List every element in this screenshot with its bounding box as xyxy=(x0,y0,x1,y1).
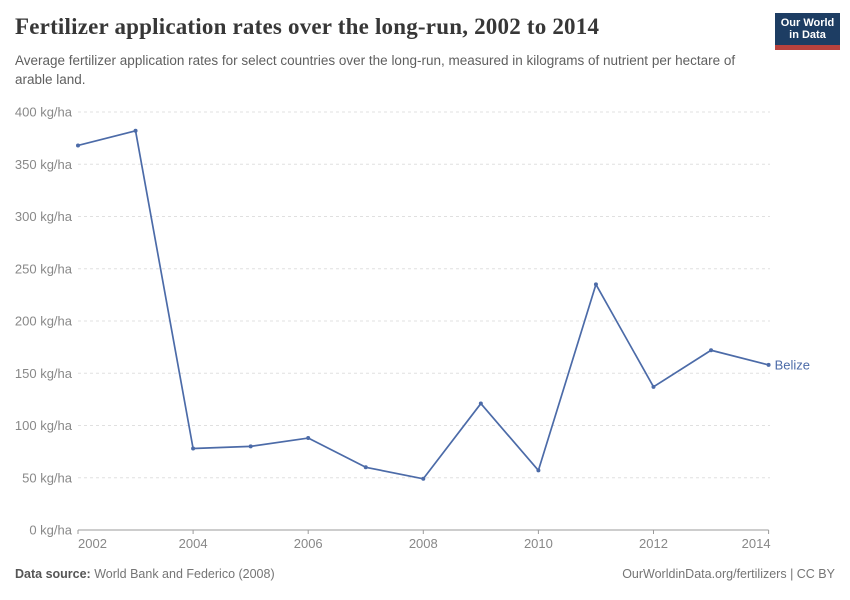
chart-subtitle: Average fertilizer application rates for… xyxy=(15,53,736,87)
x-tick-label: 2006 xyxy=(294,536,323,551)
data-line xyxy=(77,129,770,480)
x-tick-label: 2004 xyxy=(179,536,208,551)
x-tick-label: 2012 xyxy=(639,536,668,551)
data-point[interactable] xyxy=(709,348,714,353)
data-point[interactable] xyxy=(306,436,311,441)
y-tick-label: 150 kg/ha xyxy=(15,366,73,381)
data-point[interactable] xyxy=(421,476,426,481)
data-source-text: World Bank and Federico (2008) xyxy=(90,567,275,581)
x-tick-label: 2008 xyxy=(409,536,438,551)
logo-text-line1: Our World xyxy=(780,17,835,29)
x-tick-label: 2010 xyxy=(524,536,553,551)
data-source: Data source: World Bank and Federico (20… xyxy=(15,567,275,581)
y-tick-label: 50 kg/ha xyxy=(22,470,73,485)
y-tick-label: 250 kg/ha xyxy=(15,261,73,276)
line-chart[interactable]: 0 kg/ha 50 kg/ha 100 kg/ha 150 kg/ha 200 kg/… xyxy=(0,100,850,560)
data-point[interactable] xyxy=(593,282,598,287)
logo-text-line2: in Data xyxy=(789,29,826,41)
data-point[interactable] xyxy=(191,446,196,451)
data-point[interactable] xyxy=(133,128,138,133)
x-tick-label: 2002 xyxy=(78,536,107,551)
credit-link[interactable]: OurWorldinData.org/fertilizers | CC BY xyxy=(622,567,835,581)
data-point[interactable] xyxy=(536,468,541,473)
data-point[interactable] xyxy=(248,444,253,449)
y-tick-label: 300 kg/ha xyxy=(15,209,73,224)
y-tick-label: 400 kg/ha xyxy=(15,105,73,120)
y-tick-label: 350 kg/ha xyxy=(15,157,73,172)
data-point[interactable] xyxy=(478,401,483,406)
y-tick-label: 100 kg/ha xyxy=(15,418,73,433)
chart-footer: Data source: World Bank and Federico (20… xyxy=(15,567,835,581)
entity-label[interactable]: Belize xyxy=(775,357,810,372)
chart-title: Fertilizer application rates over the lo… xyxy=(15,14,600,39)
data-point[interactable] xyxy=(76,143,80,148)
y-tick-label: 200 kg/ha xyxy=(15,314,73,329)
data-point[interactable] xyxy=(363,465,368,470)
x-tick-label: 2014 xyxy=(742,536,771,551)
data-point[interactable] xyxy=(766,362,771,367)
owid-logo[interactable]: Our World in Data xyxy=(775,13,840,50)
y-tick-label: 0 kg/ha xyxy=(29,523,72,538)
data-source-label: Data source: xyxy=(15,567,91,581)
data-point[interactable] xyxy=(651,384,656,389)
